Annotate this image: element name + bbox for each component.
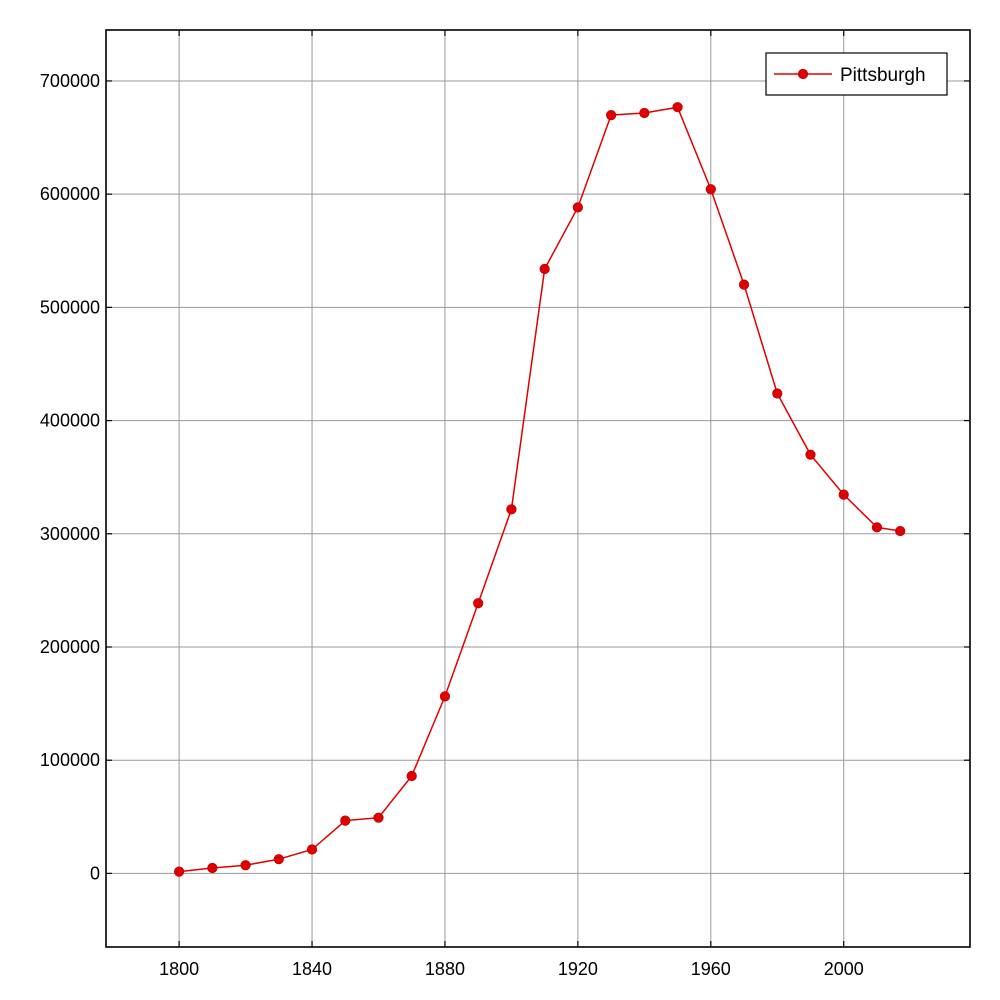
data-point bbox=[738, 279, 750, 290]
y-tick-label: 400000 bbox=[40, 411, 100, 431]
x-axis-tick-labels: 1800 1840 1880 1920 1960 2000 bbox=[159, 959, 864, 979]
data-point bbox=[306, 844, 318, 855]
data-point bbox=[639, 107, 650, 119]
data-point bbox=[705, 184, 716, 195]
data-point bbox=[672, 102, 683, 113]
data-point bbox=[572, 202, 583, 213]
data-point bbox=[174, 866, 185, 877]
y-axis-tick-labels: 0 100000 200000 300000 400000 500000 600000 700… bbox=[40, 71, 100, 883]
y-tick-label: 500000 bbox=[40, 297, 100, 317]
data-point bbox=[805, 449, 816, 460]
y-tick-label: 300000 bbox=[40, 524, 100, 544]
y-tick-label: 700000 bbox=[40, 71, 100, 91]
data-point bbox=[207, 862, 218, 874]
legend-label: Pittsburgh bbox=[840, 65, 926, 86]
plot-area bbox=[106, 30, 970, 947]
data-point bbox=[340, 815, 351, 826]
legend: Pittsburgh bbox=[765, 52, 948, 96]
data-point bbox=[240, 860, 251, 871]
data-point bbox=[473, 598, 484, 609]
x-tick-label: 1840 bbox=[292, 959, 332, 979]
data-point bbox=[895, 525, 906, 537]
plot-border bbox=[105, 29, 971, 948]
x-tick-label: 1880 bbox=[425, 959, 465, 979]
data-point bbox=[439, 691, 451, 702]
y-tick-label: 200000 bbox=[40, 637, 100, 657]
data-point bbox=[838, 489, 849, 500]
data-point bbox=[871, 522, 883, 533]
x-tick-label: 2000 bbox=[824, 959, 864, 979]
x-tick-label: 1960 bbox=[691, 959, 731, 979]
data-point bbox=[606, 110, 617, 121]
data-point bbox=[406, 770, 417, 782]
y-tick-label: 600000 bbox=[40, 184, 100, 204]
y-tick-label: 0 bbox=[90, 863, 100, 883]
data-point bbox=[373, 812, 384, 823]
data-point bbox=[539, 263, 550, 275]
axis-ticks bbox=[106, 30, 970, 947]
data-point bbox=[273, 854, 284, 865]
series-lines bbox=[174, 102, 906, 877]
x-tick-label: 1920 bbox=[558, 959, 598, 979]
y-tick-label: 100000 bbox=[40, 750, 100, 770]
data-point bbox=[506, 504, 517, 515]
x-tick-label: 1800 bbox=[159, 959, 199, 979]
legend-marker-swatch bbox=[797, 68, 809, 80]
data-point bbox=[772, 388, 783, 399]
